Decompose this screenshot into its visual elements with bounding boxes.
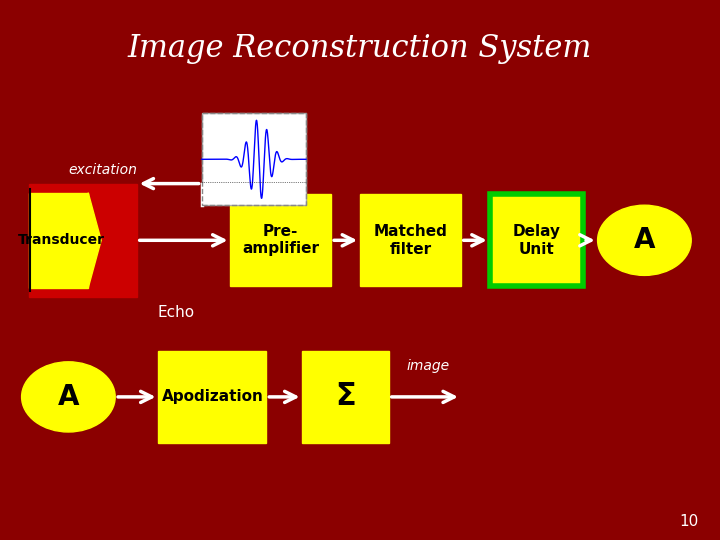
Text: Transducer: Transducer: [18, 233, 104, 247]
FancyBboxPatch shape: [490, 194, 583, 286]
Text: Σ: Σ: [336, 382, 356, 411]
FancyBboxPatch shape: [360, 194, 461, 286]
Text: A: A: [58, 383, 79, 411]
Text: Image Reconstruction System: Image Reconstruction System: [128, 33, 592, 64]
FancyBboxPatch shape: [230, 194, 331, 286]
FancyBboxPatch shape: [29, 184, 137, 297]
FancyBboxPatch shape: [158, 351, 266, 443]
FancyBboxPatch shape: [302, 351, 389, 443]
Text: image: image: [407, 359, 450, 373]
Text: excitation: excitation: [68, 163, 137, 177]
Polygon shape: [89, 193, 101, 288]
FancyBboxPatch shape: [202, 113, 306, 205]
Circle shape: [598, 205, 691, 275]
Circle shape: [22, 362, 115, 432]
Text: Echo: Echo: [158, 305, 195, 320]
Text: 10: 10: [679, 514, 698, 529]
Text: Apodization: Apodization: [161, 389, 264, 404]
Text: A: A: [634, 226, 655, 254]
Text: Matched
filter: Matched filter: [374, 224, 447, 256]
Text: Delay
Unit: Delay Unit: [513, 224, 560, 256]
Text: Pre-
amplifier: Pre- amplifier: [243, 224, 319, 256]
FancyBboxPatch shape: [29, 193, 89, 288]
